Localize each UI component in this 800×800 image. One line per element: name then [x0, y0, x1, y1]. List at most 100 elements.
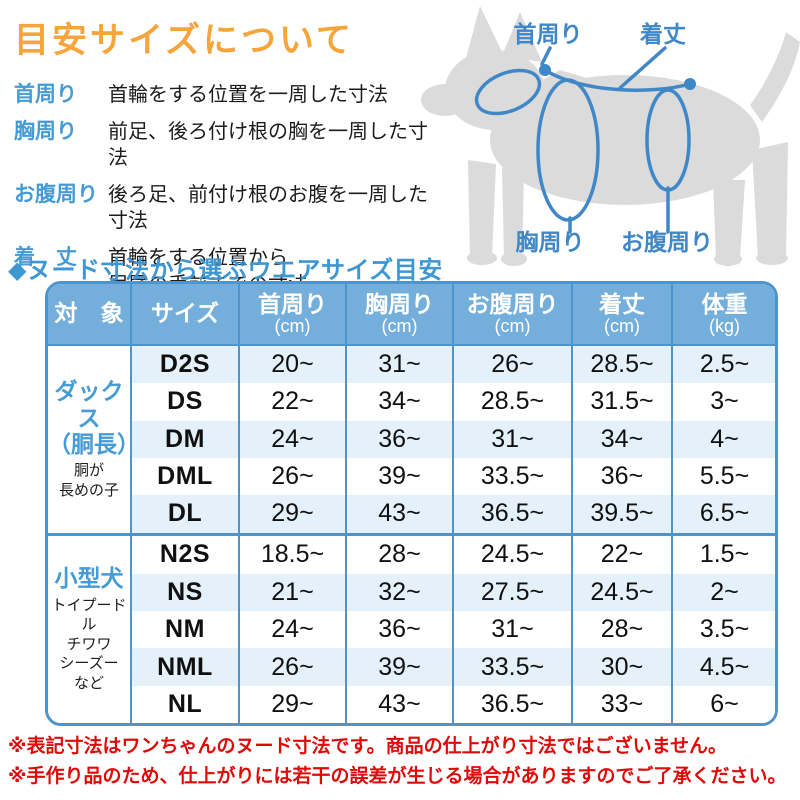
weight-cell: 6.5~	[671, 495, 775, 533]
group-name-2: （胴長）	[48, 431, 140, 457]
neck-cell: 21~	[238, 573, 345, 612]
table-row: 小型犬 トイプードル チワワ シーズー など N2S 18.5~ 28~ 24.…	[48, 532, 775, 723]
length-cell: 22~	[571, 532, 671, 574]
col-header-length: 着丈 (cm)	[571, 284, 671, 346]
weight-cell: 3.5~	[671, 611, 775, 649]
legend-desc-chest: 前足、後ろ付け根の胸を一周した寸法	[108, 120, 428, 170]
chest-cell: 43~	[345, 685, 452, 723]
col-header-label: 対 象	[54, 300, 124, 327]
size-cell: DML	[130, 457, 238, 496]
size-cell: NS	[130, 573, 238, 612]
chest-cell: 36~	[345, 611, 452, 649]
dog-silhouette-svg: 首周り 着丈 胸周り お腹周り	[421, 6, 800, 266]
back-length-line	[543, 68, 692, 92]
length-cell: 30~	[571, 648, 671, 686]
col-header-neck: 首周り (cm)	[238, 284, 345, 346]
neck-cell: 26~	[238, 457, 345, 496]
table-row: DS 22~ 34~ 28.5~ 31.5~ 3~	[48, 383, 775, 421]
length-cell: 36~	[571, 457, 671, 496]
col-header-unit: (cm)	[494, 316, 531, 337]
neck-cell: 22~	[238, 383, 345, 421]
dog-label-neck: 首周り	[514, 21, 583, 47]
col-header-label: 着丈	[599, 290, 645, 317]
col-header-weight: 体重 (kg)	[671, 284, 775, 346]
neck-cell: 29~	[238, 495, 345, 533]
dog-label-chest: 胸周り	[516, 229, 585, 255]
weight-cell: 6~	[671, 685, 775, 723]
size-cell: DM	[130, 420, 238, 458]
table-row: DML 26~ 39~ 33.5~ 36~ 5.5~	[48, 457, 775, 496]
legend-desc-belly: 後ろ足、前付け根のお腹を一周した寸法	[108, 183, 428, 233]
legend-term-length: 着 丈	[14, 245, 77, 269]
dog-silhouette	[421, 6, 800, 266]
table-row: NS 21~ 32~ 27.5~ 24.5~ 2~	[48, 573, 775, 612]
chest-cell: 28~	[345, 532, 452, 574]
belly-cell: 31~	[452, 611, 571, 649]
weight-cell: 4.5~	[671, 648, 775, 686]
group-subtitle: 胴が 長めの子	[58, 462, 119, 499]
col-header-target: 対 象	[48, 284, 130, 346]
neck-cell: 20~	[238, 346, 345, 384]
size-cell: NML	[130, 648, 238, 686]
col-header-unit: (kg)	[709, 316, 740, 337]
weight-cell: 1.5~	[671, 532, 775, 574]
note-line: ※手作り品のため、仕上がりには若干の誤差が生じる場合がありますのでご了承ください…	[8, 765, 787, 787]
length-cell: 28.5~	[571, 346, 671, 384]
table-row: NM 24~ 36~ 31~ 28~ 3.5~	[48, 611, 775, 649]
belly-cell: 33.5~	[452, 648, 571, 686]
group-label-small-dog: 小型犬 トイプードル チワワ シーズー など	[48, 532, 130, 723]
col-header-size: サイズ	[130, 284, 238, 346]
chest-cell: 32~	[345, 573, 452, 612]
chest-cell: 43~	[345, 495, 452, 533]
length-cell: 39.5~	[571, 495, 671, 533]
col-header-label: 首周り	[258, 290, 327, 317]
weight-cell: 4~	[671, 420, 775, 458]
neck-cell: 18.5~	[238, 532, 345, 574]
size-table-heading: ◆ヌード寸法から選ぶウエアサイズ目安	[8, 257, 443, 284]
table-row: DM 24~ 36~ 31~ 34~ 4~	[48, 420, 775, 458]
size-cell: N2S	[130, 532, 238, 574]
measurement-lines	[474, 46, 692, 234]
footer-notes: ※表記寸法はワンちゃんのヌード寸法です。商品の仕上がり寸法ではございません。 ※…	[8, 733, 786, 792]
legend-row-neck: 首周り 首輪をする位置を一周した寸法	[14, 82, 434, 109]
legend-desc-neck: 首輪をする位置を一周した寸法	[108, 84, 388, 106]
legend-term-chest: 胸周り	[14, 119, 77, 143]
group-name: ダックス	[54, 378, 124, 431]
measurement-legend: 首周り 首輪をする位置を一周した寸法 胸周り 前足、後ろ付け根の胸を一周した寸法…	[14, 82, 434, 308]
neck-cell: 24~	[238, 611, 345, 649]
col-header-label: お腹周り	[466, 290, 559, 317]
weight-cell: 3~	[671, 383, 775, 421]
col-header-unit: (cm)	[381, 316, 418, 337]
length-cell: 33~	[571, 685, 671, 723]
col-header-chest: 胸周り (cm)	[345, 284, 452, 346]
dog-measurement-diagram: 首周り 着丈 胸周り お腹周り	[420, 0, 800, 275]
belly-cell: 31~	[452, 420, 571, 458]
group-label-dachshund: ダックス （胴長） 胴が 長めの子	[48, 346, 140, 533]
size-cell: D2S	[130, 346, 238, 384]
page-title: 目安サイズについて	[14, 21, 354, 60]
size-cell: NM	[130, 611, 238, 649]
belly-cell: 26~	[452, 346, 571, 384]
legend-row-belly: お腹周り 後ろ足、前付け根のお腹を一周した寸法	[14, 182, 434, 235]
neck-cell: 26~	[238, 648, 345, 686]
length-cell: 34~	[571, 420, 671, 458]
legend-row-chest: 胸周り 前足、後ろ付け根の胸を一周した寸法	[14, 119, 434, 172]
legend-term-neck: 首周り	[14, 83, 77, 106]
weight-cell: 2~	[671, 573, 775, 612]
length-cell: 28~	[571, 611, 671, 649]
neck-cell: 29~	[238, 685, 345, 723]
belly-cell: 33.5~	[452, 457, 571, 496]
size-cell: DL	[130, 495, 238, 533]
dog-label-length: 着丈	[640, 21, 686, 47]
group-subtitle: トイプードル チワワ シーズー など	[51, 596, 127, 692]
header-row: 対 象 サイズ 首周り (cm) 胸周り (cm) お腹周り (cm)	[48, 284, 775, 346]
chest-cell: 36~	[345, 420, 452, 458]
belly-cell: 27.5~	[452, 573, 571, 612]
chest-cell: 39~	[345, 648, 452, 686]
col-header-unit: (cm)	[274, 316, 311, 337]
table-row: ダックス （胴長） 胴が 長めの子 D2S 20~ 31~ 26~ 28.5~ …	[48, 346, 775, 533]
group-name: 小型犬	[54, 565, 124, 592]
neck-cell: 24~	[238, 420, 345, 458]
col-header-belly: お腹周り (cm)	[452, 284, 571, 346]
length-cell: 31.5~	[571, 383, 671, 421]
